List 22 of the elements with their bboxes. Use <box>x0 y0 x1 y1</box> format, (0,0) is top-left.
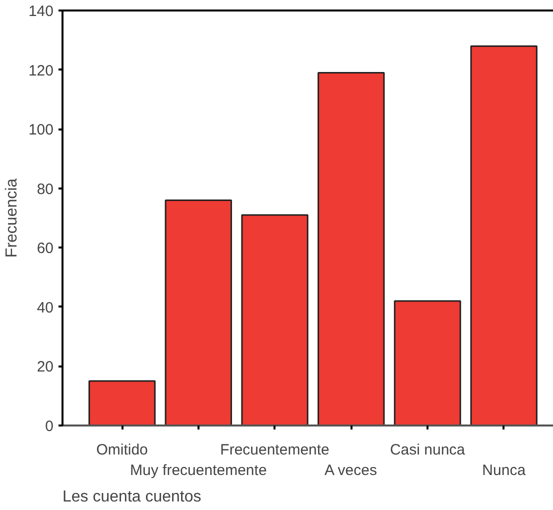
y-tick-label: 80 <box>36 180 54 198</box>
x-tick-label: Nunca <box>482 462 526 479</box>
bar <box>470 45 538 426</box>
y-tick-label: 20 <box>36 358 54 376</box>
y-tick-label: 100 <box>28 122 54 139</box>
bar <box>88 380 156 426</box>
y-axis-title: Frecuencia <box>3 178 20 258</box>
x-tick-label: A veces <box>324 462 377 479</box>
bar <box>318 72 385 426</box>
y-tick-label: 140 <box>28 3 54 20</box>
x-tick-label: Casi nunca <box>390 442 466 458</box>
x-axis-title: Les cuenta cuentos <box>62 488 202 506</box>
x-tick-label: Frecuentemente <box>220 442 330 458</box>
bar <box>164 199 232 426</box>
y-tick-label: 60 <box>36 240 54 258</box>
bar <box>241 214 308 426</box>
y-tick-label: 120 <box>28 62 54 80</box>
y-tick-label: 0 <box>45 418 54 435</box>
y-tick-label: 40 <box>36 299 54 316</box>
bar <box>394 300 462 426</box>
x-tick-label: Omitido <box>96 442 148 458</box>
x-tick-label: Muy frecuentemente <box>130 462 267 479</box>
